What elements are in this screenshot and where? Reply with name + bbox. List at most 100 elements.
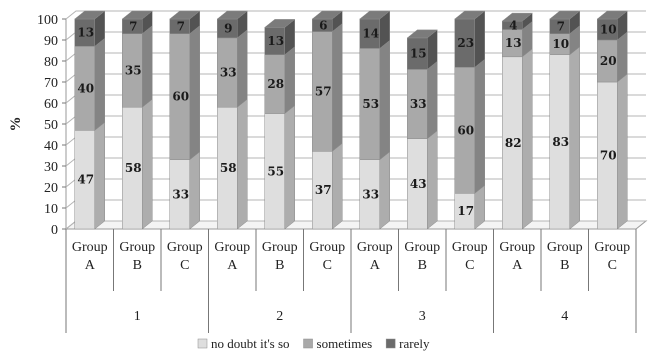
bar-segment	[121, 10, 153, 35]
bar-side	[474, 10, 485, 68]
bar-segment	[217, 29, 248, 108]
bar-segment	[549, 10, 581, 35]
bar-segment	[217, 98, 248, 230]
data-label: 7	[129, 19, 137, 33]
data-label: 15	[410, 47, 427, 61]
gridline	[65, 10, 646, 20]
bar-side	[474, 58, 485, 194]
data-label: 10	[600, 23, 617, 37]
legend-label: no doubt it's so	[211, 336, 290, 351]
y-tick-label: 50	[44, 118, 58, 133]
y-tick-label: 60	[44, 97, 58, 112]
category-label: C	[465, 258, 474, 273]
category-label: A	[512, 258, 523, 273]
bar-segment	[549, 25, 580, 56]
bar-side	[379, 151, 390, 230]
bar-segment	[74, 10, 106, 47]
data-label: 47	[77, 173, 94, 187]
bar-segment	[312, 142, 343, 230]
y-tick-label: 90	[44, 34, 58, 49]
bar-segment	[74, 121, 105, 230]
bar-segment	[122, 25, 153, 108]
bar-segment	[264, 18, 296, 56]
category-label: Group	[452, 240, 488, 255]
bar-segment	[312, 23, 343, 152]
category-label: Group	[499, 240, 535, 255]
bar-segment	[169, 10, 201, 35]
category-label: A	[370, 258, 381, 273]
bar-segment	[597, 31, 628, 83]
data-label: 53	[362, 97, 379, 111]
category-label: Group	[547, 240, 583, 255]
bar-side	[332, 142, 343, 230]
data-label: 13	[267, 34, 284, 48]
data-label: 57	[315, 84, 332, 98]
data-label: 55	[267, 164, 284, 178]
bar-top	[454, 10, 486, 20]
bar-segment	[407, 60, 438, 140]
legend-item: no doubt it's so	[197, 336, 290, 351]
data-label: 4	[509, 18, 517, 32]
data-label: 7	[557, 19, 565, 33]
category-label: C	[608, 258, 617, 273]
category-label: A	[227, 258, 238, 273]
bar-segment	[502, 20, 533, 58]
data-label: 33	[172, 187, 189, 201]
data-label: 33	[410, 97, 427, 111]
data-label: 6	[319, 18, 327, 32]
data-label: 13	[505, 36, 522, 50]
bar-segment	[596, 10, 628, 41]
bar-side	[142, 98, 153, 230]
bar-segment	[264, 46, 295, 115]
legend-swatch	[197, 338, 208, 349]
category-label: B	[275, 258, 284, 273]
data-label: 37	[315, 183, 332, 197]
bar-segment	[311, 10, 343, 33]
y-axis-title: %	[8, 117, 24, 132]
category-label: B	[560, 258, 569, 273]
bar-top	[501, 12, 533, 22]
bar-top	[264, 19, 296, 28]
data-label: 14	[362, 27, 379, 41]
category-label: C	[180, 258, 189, 273]
bar-segment	[406, 29, 438, 70]
data-label: 23	[457, 36, 474, 50]
bar-segment	[454, 10, 486, 68]
data-label: 33	[220, 66, 237, 80]
category-label: B	[418, 258, 427, 273]
bar-side	[189, 25, 200, 161]
data-label: 60	[172, 90, 189, 104]
group-label: 4	[561, 309, 568, 324]
bar-segment	[454, 184, 485, 230]
data-label: 40	[77, 81, 94, 95]
bar-side	[284, 104, 295, 230]
bar-top	[311, 10, 343, 20]
bar-segment	[407, 130, 438, 230]
data-label: 70	[600, 149, 617, 163]
data-label: 7	[177, 19, 185, 33]
group-label: 1	[134, 309, 141, 324]
y-tick-label: 0	[51, 223, 58, 238]
bar-segment	[216, 10, 248, 39]
category-label: Group	[72, 240, 108, 255]
bar-segment	[169, 25, 200, 161]
bar-side	[284, 46, 295, 115]
bar-top	[596, 10, 628, 20]
bar-side	[189, 151, 200, 230]
data-label: 28	[267, 77, 284, 91]
legend-swatch	[385, 338, 396, 349]
bar-side	[522, 48, 533, 230]
y-tick-label: 30	[44, 160, 58, 175]
bar-top	[169, 10, 201, 20]
bar-side	[569, 46, 580, 230]
legend-item: rarely	[385, 336, 430, 351]
category-label: Group	[309, 240, 345, 255]
group-label: 2	[276, 309, 283, 324]
y-tick-label: 80	[44, 55, 58, 70]
legend-item: sometimes	[303, 336, 372, 351]
category-label: Group	[357, 240, 393, 255]
legend-label: rarely	[399, 336, 430, 351]
bar-top	[121, 10, 153, 20]
bar-side	[427, 130, 438, 230]
